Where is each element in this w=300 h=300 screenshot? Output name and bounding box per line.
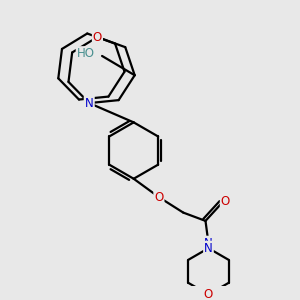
Text: O: O [154,191,164,204]
Text: O: O [221,195,230,208]
Text: O: O [93,31,102,44]
Text: N: N [85,97,94,110]
Text: O: O [204,288,213,300]
Text: N: N [204,237,213,250]
Text: N: N [85,97,94,110]
Text: HO: HO [76,47,94,60]
Text: N: N [204,242,213,255]
